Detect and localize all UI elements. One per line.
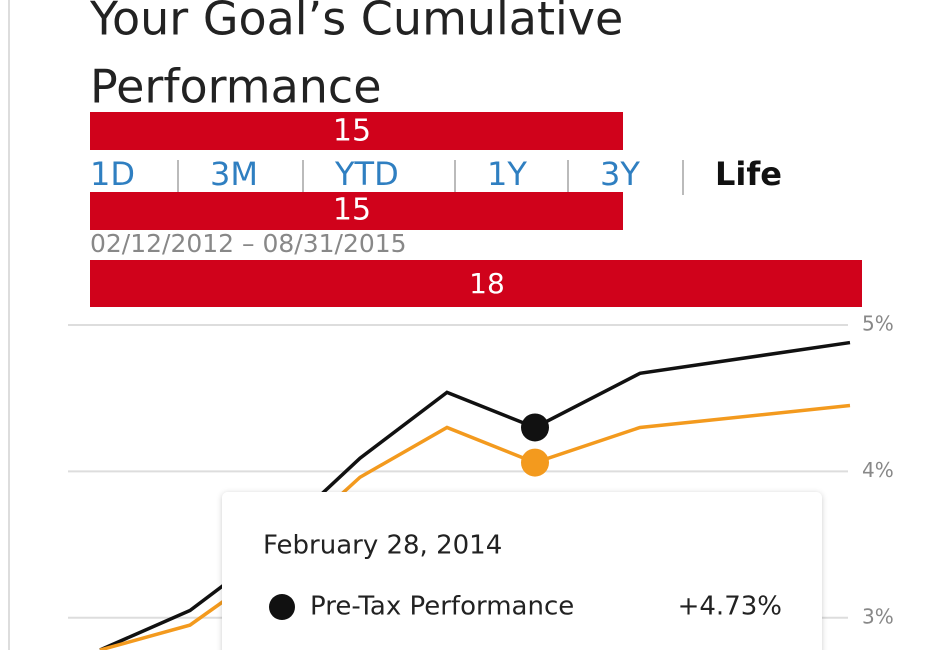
title: Performance: [90, 60, 382, 114]
highlight-point: [521, 448, 549, 477]
spacer-label: 18: [469, 267, 505, 300]
tabs: 1D 3M YTD 1Y 3Y Life: [90, 155, 782, 195]
tooltip-label: Pre-Tax Performance: [310, 592, 574, 622]
spacer: [90, 260, 862, 307]
tab[interactable]: YTD: [334, 155, 399, 193]
line: [99, 403, 851, 650]
chart: 5% 4% 3%: [68, 312, 894, 650]
date-range: 02/12/2012 – 08/31/2015: [90, 229, 407, 258]
spacer: [90, 192, 623, 230]
legend-dot: [269, 594, 295, 620]
title: Your Goal’s Cumulative: [89, 0, 623, 46]
y-tick-label: 4%: [862, 458, 894, 482]
tab[interactable]: 1D: [90, 155, 135, 193]
y-tick-label: 3%: [862, 604, 894, 628]
y-tick-label: 5%: [862, 312, 894, 336]
spacer-label: 15: [333, 114, 371, 149]
tab[interactable]: Life: [715, 155, 782, 193]
spacer: [90, 112, 623, 150]
tooltip-box: [222, 492, 822, 650]
tab[interactable]: 3Y: [600, 155, 640, 193]
tooltip-value: +4.73%: [678, 592, 782, 622]
tooltip: February 28, 2014 Pre-Tax Performance +4…: [222, 492, 822, 650]
line: [99, 340, 851, 650]
spacer-label: 15: [333, 193, 371, 228]
tab[interactable]: 3M: [210, 155, 258, 193]
tooltip-date: February 28, 2014: [263, 531, 502, 561]
tab[interactable]: 1Y: [487, 155, 527, 193]
highlight-point: [521, 413, 549, 442]
